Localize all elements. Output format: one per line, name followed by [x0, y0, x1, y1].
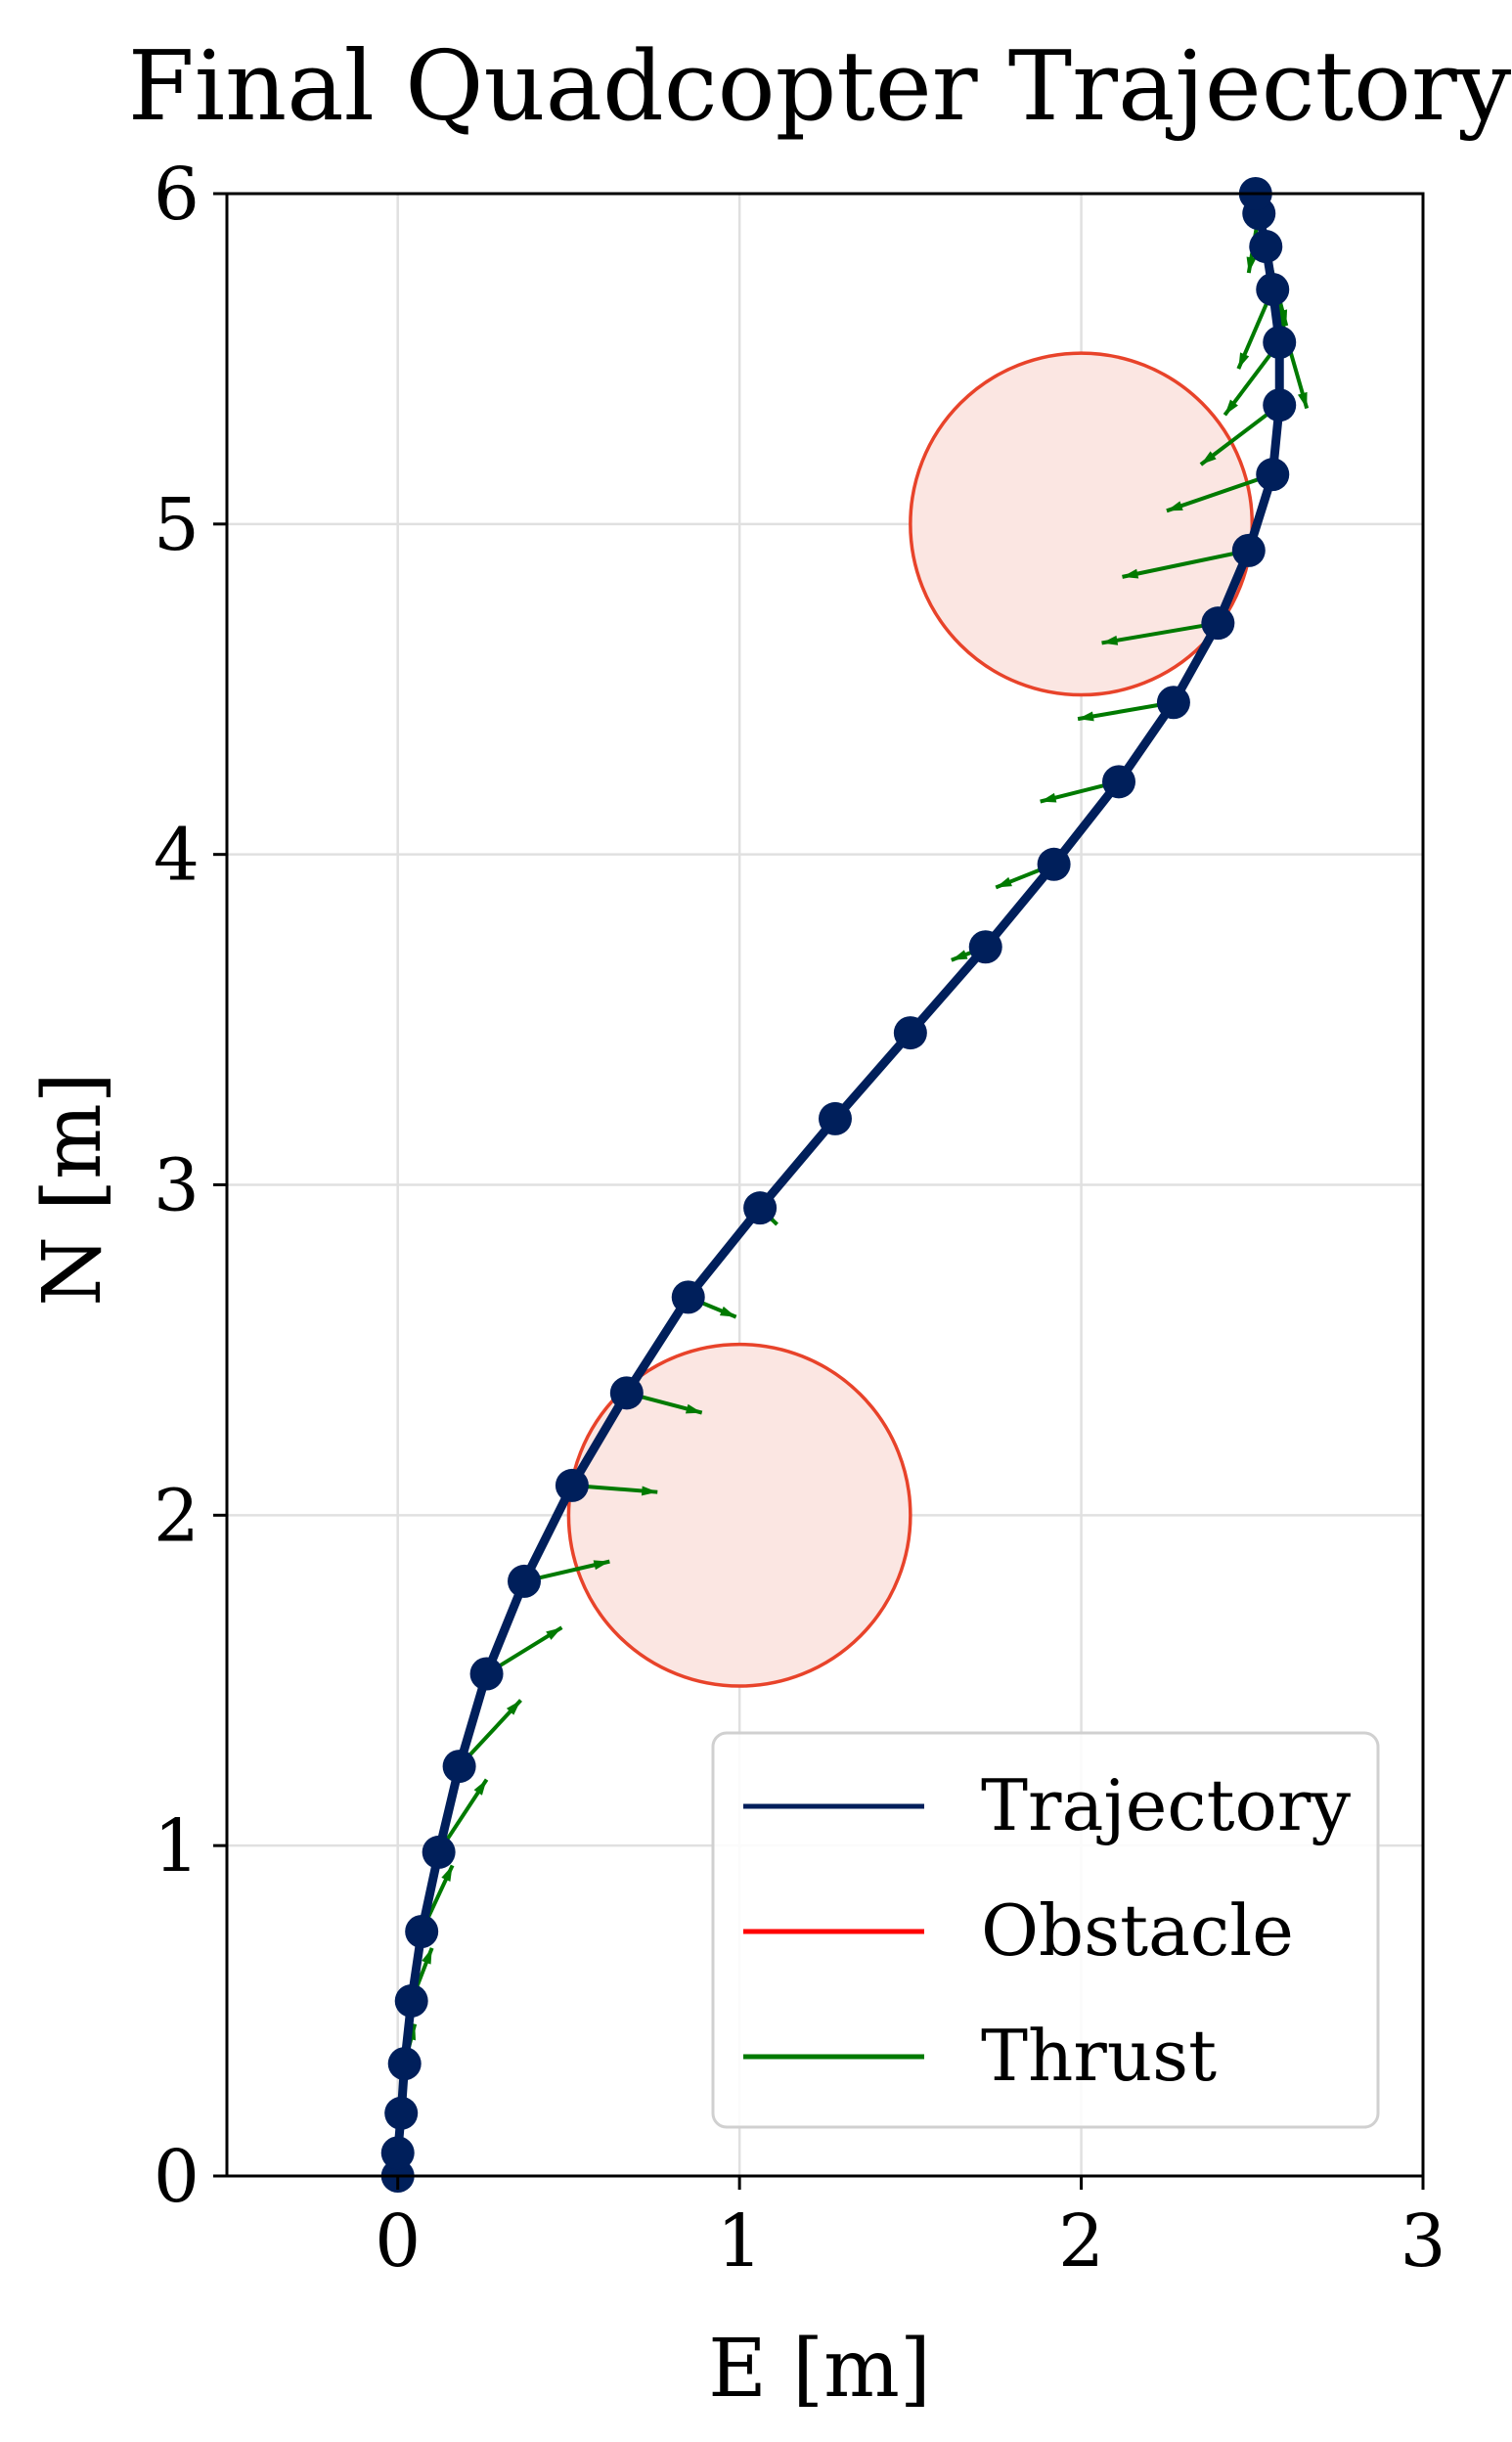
trajectory-point	[469, 1657, 504, 1691]
y-tick-label: 2	[154, 1474, 200, 1558]
thrust-arrowhead	[506, 1700, 521, 1715]
thrust-arrowhead	[719, 1306, 736, 1317]
thrust-arrowhead	[1078, 711, 1094, 722]
trajectory-point	[1249, 230, 1283, 264]
trajectory-point	[405, 1915, 439, 1949]
thrust-arrowhead	[641, 1486, 658, 1496]
y-tick-label: 4	[154, 814, 200, 898]
trajectory-point	[671, 1280, 705, 1314]
trajectory-layer	[380, 177, 1297, 2193]
trajectory-point	[422, 1835, 456, 1869]
legend-items: Trajectory Obstacle Thrust	[743, 1764, 1351, 2097]
trajectory-point	[380, 2136, 415, 2170]
trajectory-point	[1256, 458, 1290, 492]
thrust-arrowhead	[1040, 792, 1057, 803]
thrust-shaft	[1101, 621, 1219, 645]
thrust-arrowhead	[951, 950, 968, 960]
y-tick-label: 6	[154, 153, 200, 237]
x-tick-label: 2	[1058, 2199, 1104, 2284]
y-tick-label: 1	[154, 1804, 200, 1888]
y-tick-label: 3	[154, 1144, 200, 1228]
obstacle-circle	[566, 1342, 912, 1688]
trajectory-point	[555, 1468, 589, 1502]
thrust-arrowhead	[1166, 501, 1183, 511]
trajectory-point	[893, 1016, 927, 1050]
thrust-arrowhead	[996, 876, 1012, 888]
thrust-arrowhead	[1101, 635, 1119, 645]
trajectory-point	[1201, 606, 1235, 641]
thrust-arrowhead	[1224, 399, 1238, 416]
thrust-arrowhead	[1238, 352, 1250, 370]
chart-title: Final Quadcopter Trajectory	[128, 31, 1512, 143]
trajectory-point	[818, 1101, 852, 1135]
trajectory-point	[1263, 388, 1297, 422]
trajectory-point	[442, 1750, 476, 1784]
thrust-shaft	[1122, 548, 1250, 579]
legend-label-obstacle: Obstacle	[981, 1889, 1294, 1972]
thrust-shaft	[1166, 472, 1273, 513]
x-tick-label: 0	[375, 2199, 421, 2284]
thrust-arrowhead	[1246, 256, 1257, 274]
thrust-arrow	[1166, 472, 1273, 513]
trajectory-point	[1102, 765, 1136, 799]
trajectory-point	[968, 930, 1002, 964]
y-tick-label: 0	[154, 2135, 200, 2219]
trajectory-point	[1156, 686, 1190, 720]
legend-label-thrust: Thrust	[981, 2015, 1217, 2097]
x-tick-label: 1	[717, 2199, 763, 2284]
thrust-arrowhead	[546, 1627, 562, 1640]
thrust-arrowhead	[441, 1865, 453, 1883]
thrust-arrowhead	[685, 1403, 702, 1414]
legend: Trajectory Obstacle Thrust	[711, 1731, 1380, 2129]
x-tick-label: 3	[1400, 2199, 1445, 2284]
thrust-arrow	[1122, 548, 1250, 579]
obstacle-circle	[909, 351, 1255, 697]
trajectory-point	[1256, 272, 1290, 306]
trajectory-point	[508, 1564, 542, 1598]
thrust-arrow	[1101, 621, 1219, 645]
trajectory-point	[394, 1983, 428, 2018]
trajectory-point	[1263, 326, 1297, 360]
thrust-arrowhead	[1297, 391, 1308, 409]
trajectory-point	[384, 2096, 419, 2130]
y-tick-label: 5	[154, 483, 200, 567]
thrust-arrowhead	[473, 1779, 487, 1796]
trajectory-point	[387, 2047, 422, 2081]
thrust-arrowhead	[422, 1947, 432, 1965]
thrust-arrowhead	[1122, 568, 1139, 579]
trajectory-point	[1231, 533, 1266, 567]
obstacle-layer	[566, 351, 1255, 1688]
trajectory-point	[609, 1376, 644, 1410]
x-axis-label: E [m]	[708, 2323, 931, 2416]
thrust-arrowhead	[593, 1560, 610, 1571]
tick-layer: 0 1 2 3 0 1 2 3 4 5 6	[154, 153, 1446, 2284]
trajectory-point	[743, 1191, 778, 1225]
legend-box	[711, 1731, 1380, 2129]
y-axis-label: N [m]	[26, 1072, 119, 1307]
legend-label-trajectory: Trajectory	[981, 1764, 1351, 1846]
thrust-arrowhead	[1200, 451, 1217, 466]
trajectory-point	[1037, 847, 1071, 881]
